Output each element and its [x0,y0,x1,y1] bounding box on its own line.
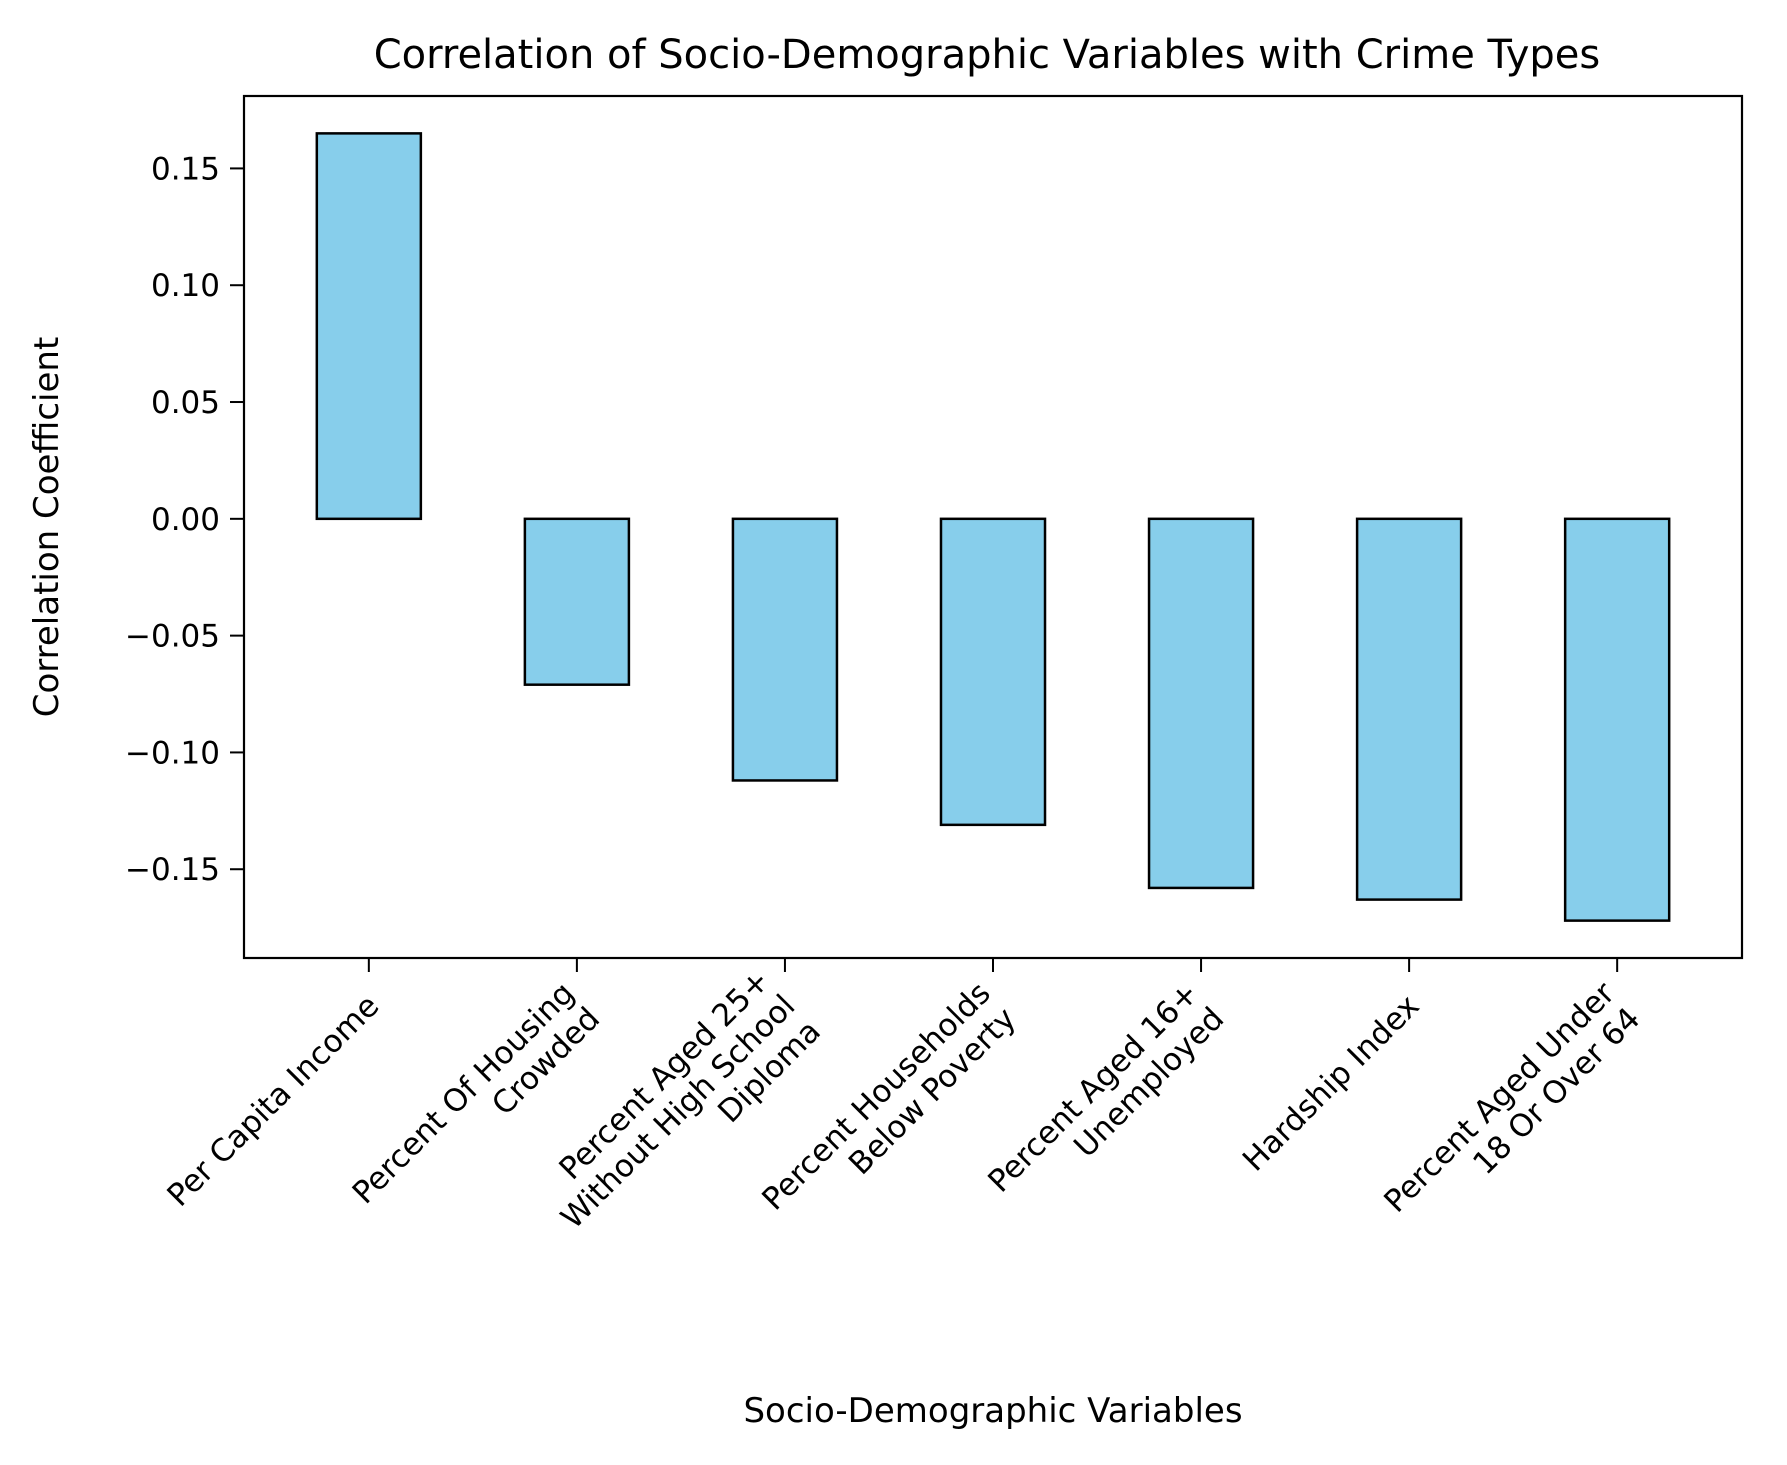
bar-1 [315,132,423,521]
bar-6 [1355,517,1463,901]
y-tick-label: −0.15 [125,852,220,888]
y-axis-label: Correlation Coefficient [27,337,67,718]
y-tick-label: 0.00 [151,502,220,538]
bar-7 [1563,517,1671,922]
bar-4 [939,517,1047,827]
x-axis-label: Socio-Demographic Variables [743,1391,1242,1431]
chart-title: Correlation of Socio-Demographic Variabl… [374,32,1601,78]
bars-layer [315,132,1671,922]
y-axis: 0.15 0.10 0.05 0.00 −0.05 −0.10 −0.15 [125,151,244,888]
y-tick-label: 0.15 [151,151,220,187]
y-tick-label: −0.05 [125,619,220,655]
bar-5 [1147,517,1255,890]
y-tick-label: 0.05 [151,385,220,421]
bar-2 [523,517,631,686]
bar-3 [731,517,839,782]
y-tick-label: 0.10 [151,268,220,304]
y-tick-label: −0.10 [125,735,220,771]
